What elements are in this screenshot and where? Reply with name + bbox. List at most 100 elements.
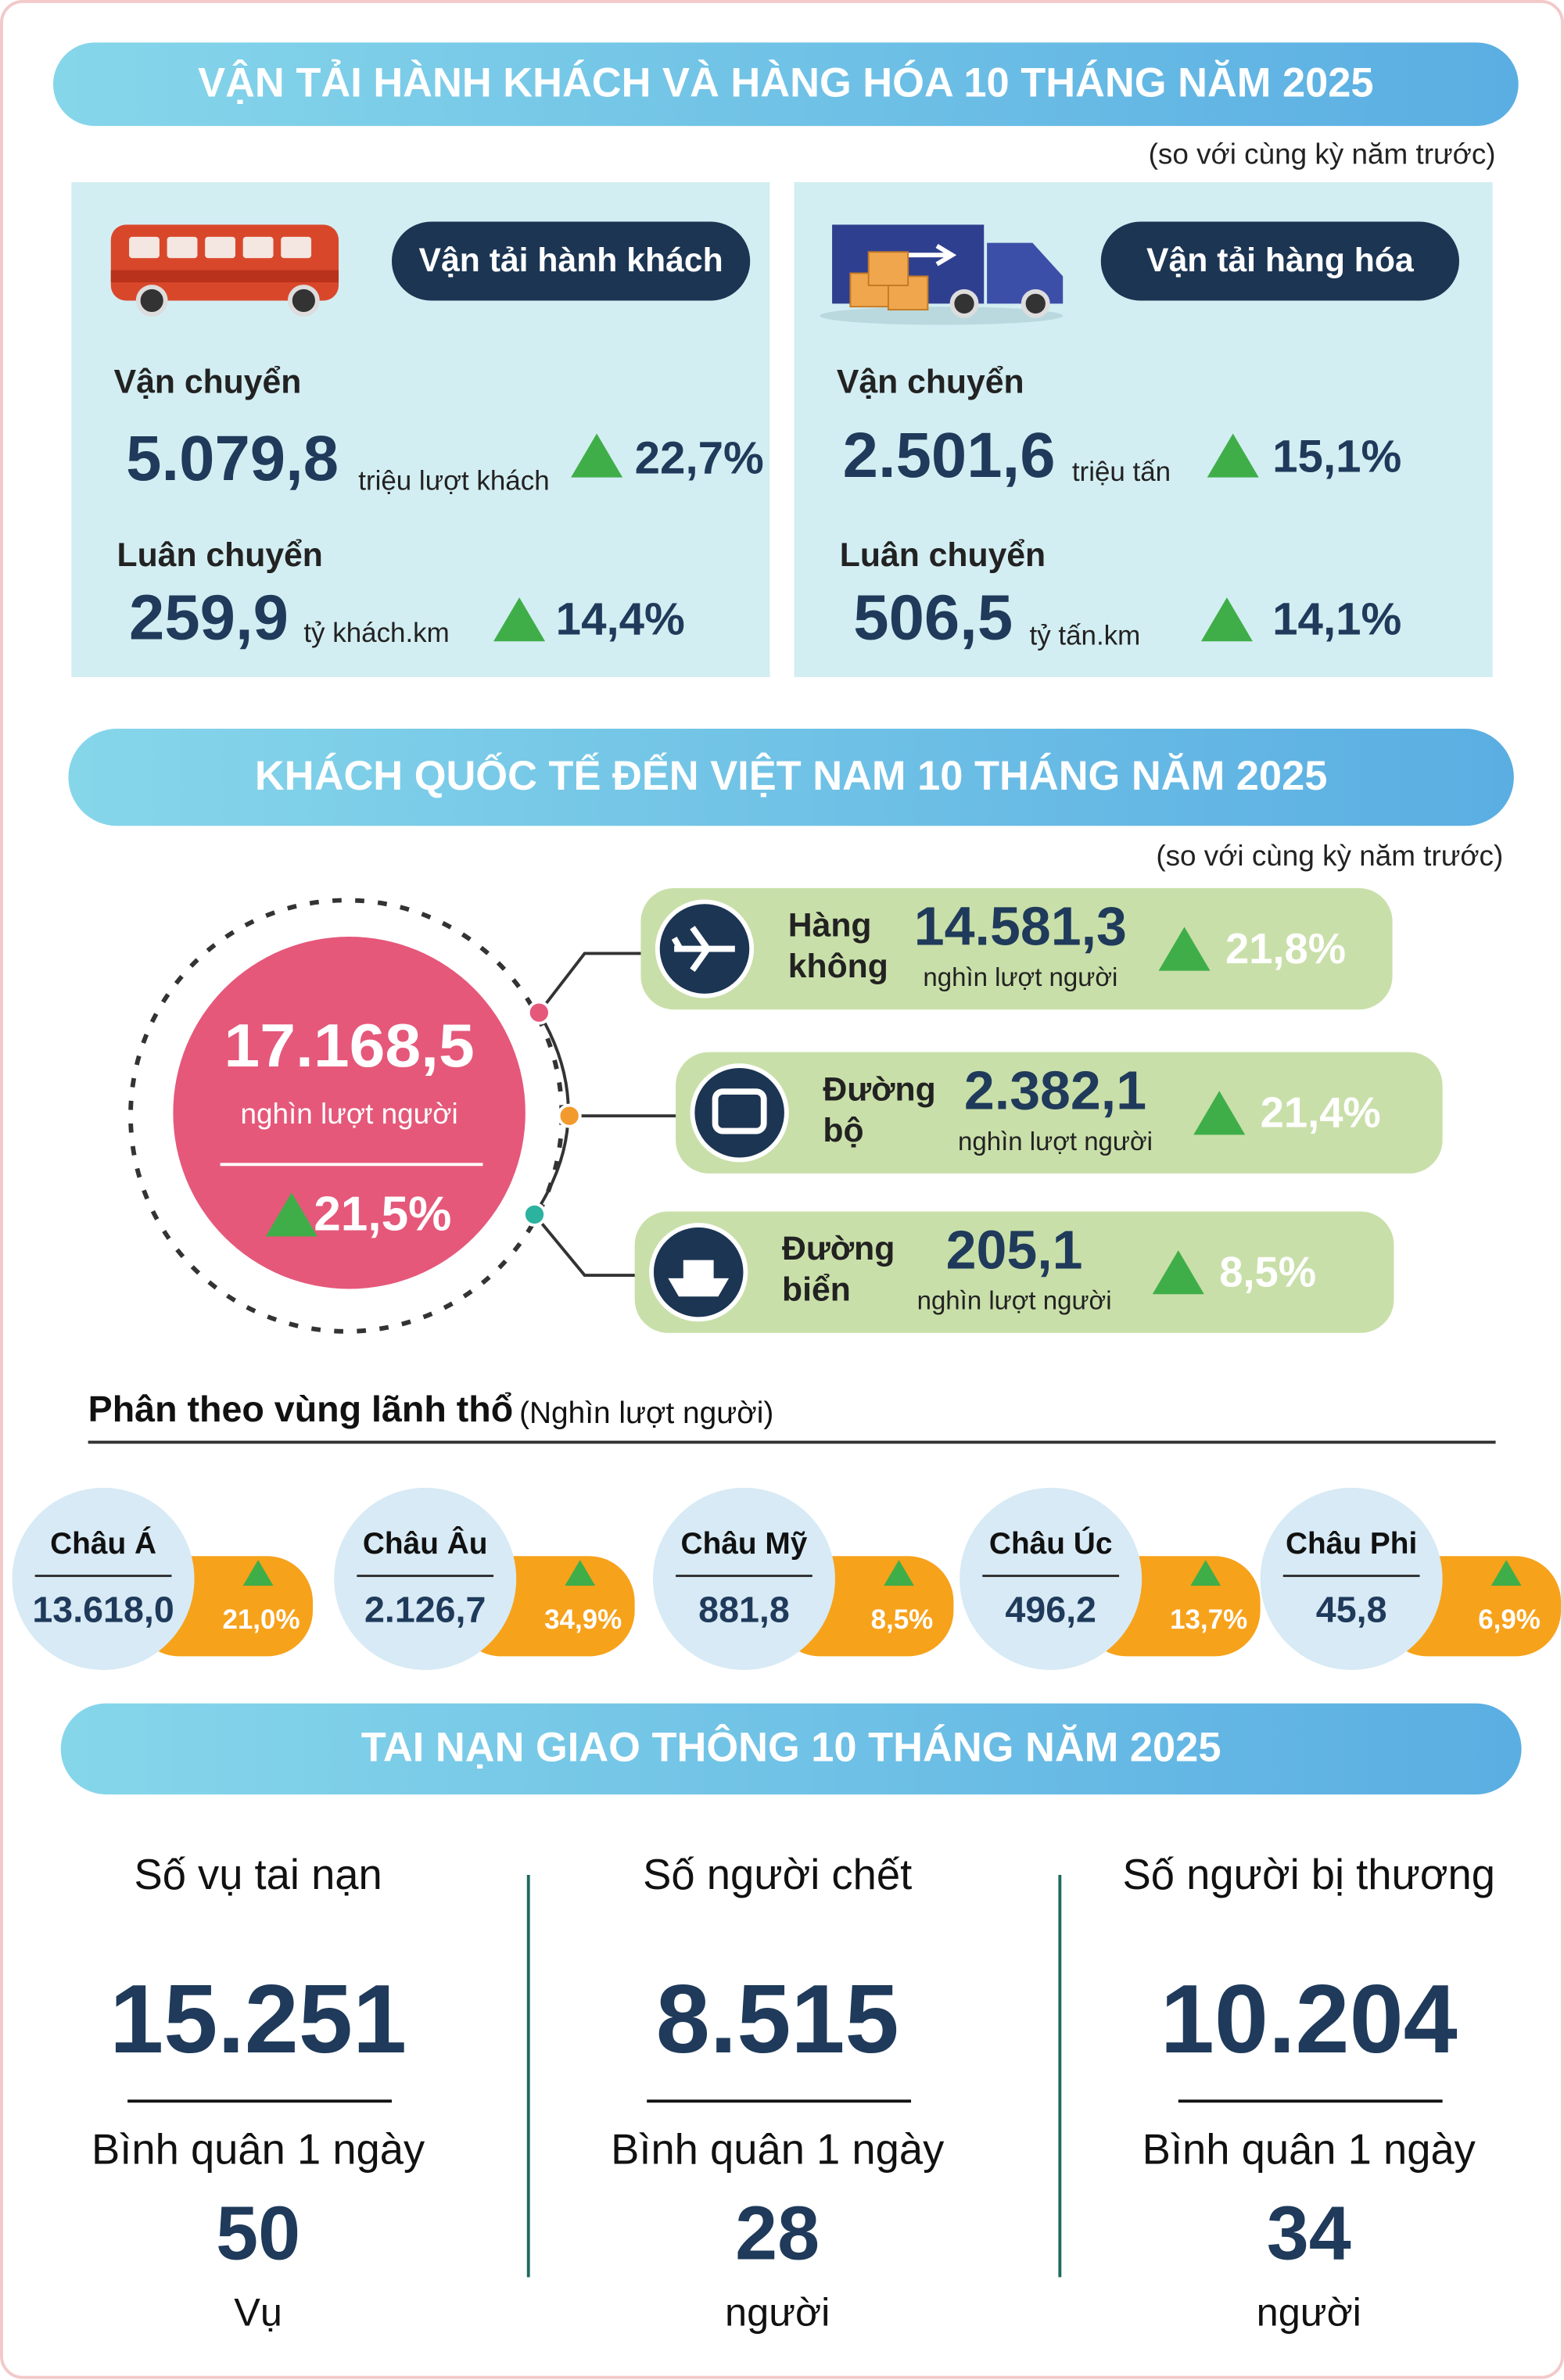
section-header (60, 1703, 1522, 1795)
bus-window (167, 236, 198, 259)
region-name: Châu Mỹ (681, 1527, 808, 1561)
note: (so với cùng kỳ năm trước) (1149, 138, 1496, 170)
bus (712, 1088, 767, 1134)
bus-window (281, 236, 312, 259)
section-title: TAI NẠN GIAO THÔNG 10 THÁNG NĂM 2025 (361, 1725, 1221, 1771)
up-triangle (265, 1192, 317, 1237)
metric-label: Luân chuyển (117, 536, 323, 574)
regions-unit: (Nghìn lượt người) (519, 1396, 773, 1430)
avg-label: Bình quân 1 ngày (1143, 2126, 1476, 2174)
bus-window (129, 236, 160, 259)
mode-label: Đường (782, 1230, 895, 1267)
regions-title: Phân theo vùng lãnh thổ (88, 1389, 514, 1429)
region-value: 45,8 (1316, 1589, 1387, 1629)
metric-change: 14,1% (1272, 593, 1401, 644)
connector-dot (557, 1103, 582, 1128)
stat-label: Số người bị thương (1123, 1851, 1496, 1898)
panel-label: Vận tải hành khách (419, 242, 723, 279)
box (867, 251, 909, 287)
metric-label: Luân chuyển (840, 536, 1046, 574)
connector-dot (522, 1202, 547, 1227)
region-change: 8,5% (871, 1604, 934, 1635)
section-header (52, 42, 1519, 127)
region-circle (1260, 1487, 1443, 1670)
note: (so với cùng kỳ năm trước) (1156, 840, 1503, 872)
region-circle (12, 1487, 195, 1670)
mode-icon (690, 1063, 789, 1163)
mode-value: 205,1 (946, 1219, 1083, 1280)
avg-label: Bình quân 1 ngày (611, 2126, 945, 2174)
metric-change: 22,7% (635, 433, 764, 484)
metric-unit: triệu lượt khách (358, 466, 549, 496)
plane (671, 926, 735, 973)
region-circle (652, 1487, 835, 1670)
panel-pill (391, 221, 751, 301)
stat-label: Số người chết (643, 1851, 912, 1898)
mode-value: 2.382,1 (964, 1059, 1146, 1120)
bus-stripe (110, 270, 339, 283)
total-unit: nghìn lượt người (241, 1098, 458, 1130)
stat-value: 8.515 (656, 1966, 899, 2074)
stat-value: 10.204 (1160, 1966, 1458, 2074)
mode-label: Đường (823, 1070, 935, 1108)
avg-label: Bình quân 1 ngày (91, 2126, 425, 2174)
up-triangle (1490, 1560, 1522, 1586)
metric-change: 14,4% (556, 593, 685, 644)
metric-value: 506,5 (853, 582, 1013, 654)
region-value: 2.126,7 (364, 1589, 486, 1629)
region-name: Châu Âu (363, 1526, 488, 1561)
region-change: 21,0% (222, 1604, 300, 1635)
mode-label: Hàng (788, 907, 872, 944)
avg-unit: Vụ (234, 2289, 282, 2334)
mode-value: 14.581,3 (914, 896, 1127, 957)
mode-label: biển (782, 1271, 851, 1309)
metric-unit: tỷ tấn.km (1029, 621, 1140, 651)
up-triangle (1152, 1250, 1204, 1295)
metric-value: 259,9 (129, 582, 289, 654)
connector (537, 952, 646, 1014)
truck-cab (987, 242, 1064, 304)
panel-pill (1100, 221, 1459, 301)
section-header (68, 729, 1514, 826)
up-triangle (565, 1560, 596, 1586)
region-name: Châu Á (50, 1526, 156, 1561)
mode-unit: nghìn lượt người (958, 1127, 1153, 1156)
mode-label: không (788, 948, 888, 985)
region-circle (960, 1487, 1143, 1670)
region-name: Châu Phi (1286, 1527, 1417, 1561)
mode-change: 8,5% (1219, 1248, 1316, 1296)
metric-change: 15,1% (1272, 432, 1401, 482)
metric-value: 2.501,6 (843, 420, 1056, 491)
avg-unit: người (725, 2289, 830, 2334)
bus-window (205, 236, 235, 259)
up-triangle (1190, 1560, 1221, 1586)
up-triangle (884, 1560, 914, 1586)
up-triangle (493, 597, 546, 642)
up-triangle (1207, 433, 1259, 478)
mode-unit: nghìn lượt người (923, 962, 1117, 991)
metric-value: 5.079,8 (126, 423, 339, 494)
up-triangle (242, 1560, 274, 1586)
region-value: 881,8 (698, 1589, 790, 1629)
region-change: 6,9% (1478, 1604, 1541, 1635)
total-circle (173, 937, 526, 1289)
wheel (1021, 289, 1050, 318)
region-circle (334, 1487, 517, 1670)
mode-unit: nghìn lượt người (917, 1286, 1112, 1315)
avg-value: 28 (735, 2191, 820, 2276)
metric-label: Vận chuyển (837, 364, 1024, 401)
section-title: VẬN TẢI HÀNH KHÁCH VÀ HÀNG HÓA 10 THÁNG … (198, 60, 1373, 106)
up-triangle (1193, 1091, 1246, 1135)
region-value: 496,2 (1005, 1589, 1096, 1629)
stat-label: Số vụ tai nạn (134, 1851, 382, 1898)
up-triangle (571, 433, 623, 478)
connector-dot (526, 1000, 551, 1025)
wheel (287, 285, 320, 317)
metric-label: Vận chuyển (114, 364, 302, 401)
region-change: 13,7% (1170, 1604, 1247, 1635)
section-title: KHÁCH QUỐC TẾ ĐẾN VIỆT NAM 10 THÁNG NĂM … (255, 753, 1327, 799)
panel-label: Vận tải hàng hóa (1146, 242, 1415, 279)
region-value: 13.618,0 (32, 1589, 174, 1629)
